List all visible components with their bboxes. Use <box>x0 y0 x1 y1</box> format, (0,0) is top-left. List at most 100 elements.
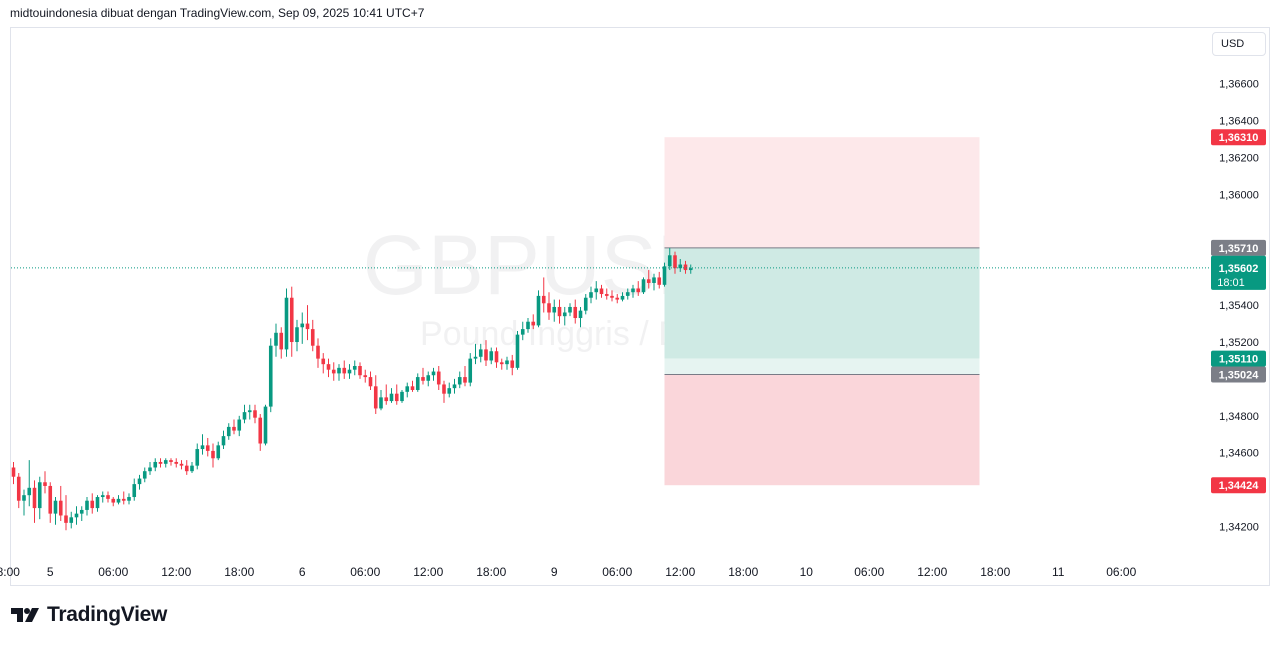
candle-body[interactable] <box>515 334 520 368</box>
candle-body[interactable] <box>489 351 494 361</box>
candle-body[interactable] <box>368 377 373 387</box>
candle-body[interactable] <box>121 498 126 501</box>
candle-body[interactable] <box>599 288 604 295</box>
candle-body[interactable] <box>258 417 263 444</box>
candle-body[interactable] <box>510 360 515 368</box>
currency-selector[interactable]: USD <box>1212 32 1266 56</box>
candle-body[interactable] <box>641 279 646 293</box>
candle-body[interactable] <box>526 321 530 330</box>
candle-body[interactable] <box>426 375 431 381</box>
candle-body[interactable] <box>415 377 420 390</box>
candle-body[interactable] <box>95 497 100 509</box>
candle-body[interactable] <box>174 461 179 464</box>
candle-body[interactable] <box>594 288 599 293</box>
candle-body[interactable] <box>583 297 588 311</box>
candle-body[interactable] <box>578 310 583 319</box>
candle-body[interactable] <box>158 461 163 464</box>
candle-body[interactable] <box>331 369 336 374</box>
candle-body[interactable] <box>32 487 37 509</box>
candle-body[interactable] <box>463 377 467 383</box>
candle-body[interactable] <box>195 449 200 466</box>
candle-body[interactable] <box>478 349 483 357</box>
candle-body[interactable] <box>200 445 205 450</box>
candle-body[interactable] <box>85 500 89 510</box>
candle-body[interactable] <box>169 460 173 462</box>
stop-loss-zone-lower[interactable] <box>664 374 980 486</box>
candle-body[interactable] <box>562 312 567 317</box>
candle-body[interactable] <box>442 384 446 394</box>
candle-body[interactable] <box>505 360 509 365</box>
candle-body[interactable] <box>683 264 688 271</box>
candle-body[interactable] <box>342 367 347 374</box>
candle-body[interactable] <box>310 329 315 346</box>
candle-body[interactable] <box>64 515 68 523</box>
candle-body[interactable] <box>79 509 84 514</box>
candle-body[interactable] <box>394 393 399 402</box>
candle-body[interactable] <box>279 332 284 350</box>
candle-body[interactable] <box>58 500 63 516</box>
candle-body[interactable] <box>352 366 357 370</box>
candle-body[interactable] <box>531 321 536 326</box>
candle-body[interactable] <box>127 497 131 501</box>
entry-band-zone[interactable] <box>664 358 980 375</box>
candle-body[interactable] <box>232 426 236 431</box>
candle-body[interactable] <box>111 498 116 503</box>
candle-body[interactable] <box>541 295 546 304</box>
candle-body[interactable] <box>263 406 268 444</box>
candle-body[interactable] <box>484 349 488 361</box>
candle-body[interactable] <box>421 377 425 381</box>
candle-body[interactable] <box>274 332 278 346</box>
candle-body[interactable] <box>321 358 326 365</box>
candle-body[interactable] <box>499 362 504 365</box>
candle-body[interactable] <box>268 345 273 407</box>
candle-body[interactable] <box>520 329 525 335</box>
candle-body[interactable] <box>536 295 541 326</box>
candle-body[interactable] <box>573 306 578 319</box>
candle-body[interactable] <box>447 388 452 394</box>
candle-body[interactable] <box>400 391 404 402</box>
candle-body[interactable] <box>326 364 331 370</box>
candle-body[interactable] <box>431 371 436 376</box>
candle-body[interactable] <box>27 487 32 496</box>
candle-body[interactable] <box>316 345 320 359</box>
candle-body[interactable] <box>221 436 226 446</box>
candle-body[interactable] <box>184 465 189 472</box>
candle-body[interactable] <box>468 358 473 383</box>
candle-body[interactable] <box>436 371 441 385</box>
candle-body[interactable] <box>305 323 310 330</box>
candle-body[interactable] <box>137 478 142 485</box>
stop-loss-zone-upper[interactable] <box>664 137 980 248</box>
candle-body[interactable] <box>552 306 557 313</box>
candle-body[interactable] <box>610 295 614 298</box>
candle-body[interactable] <box>179 463 184 466</box>
candle-body[interactable] <box>667 255 672 267</box>
candle-body[interactable] <box>216 445 221 459</box>
candle-body[interactable] <box>295 327 299 343</box>
candle-body[interactable] <box>11 467 16 477</box>
candle-body[interactable] <box>405 386 410 392</box>
candle-body[interactable] <box>662 266 667 285</box>
candle-body[interactable] <box>242 412 247 420</box>
candle-body[interactable] <box>37 482 42 509</box>
candle-body[interactable] <box>473 356 478 359</box>
candle-body[interactable] <box>389 393 394 402</box>
candle-body[interactable] <box>337 367 341 374</box>
candle-body[interactable] <box>205 445 210 451</box>
candle-body[interactable] <box>410 386 415 390</box>
take-profit-zone[interactable] <box>664 247 980 359</box>
candle-body[interactable] <box>620 295 625 300</box>
candle-body[interactable] <box>211 450 215 459</box>
candle-body[interactable] <box>652 277 656 283</box>
candle-body[interactable] <box>604 294 609 296</box>
candle-body[interactable] <box>132 484 137 498</box>
candle-body[interactable] <box>568 306 572 313</box>
candle-body[interactable] <box>106 495 110 499</box>
candle-body[interactable] <box>74 513 79 518</box>
candle-body[interactable] <box>22 495 26 501</box>
candle-body[interactable] <box>284 297 289 350</box>
candle-body[interactable] <box>69 517 74 523</box>
candle-body[interactable] <box>363 375 368 378</box>
candle-body[interactable] <box>142 471 147 479</box>
candle-body[interactable] <box>226 426 231 437</box>
